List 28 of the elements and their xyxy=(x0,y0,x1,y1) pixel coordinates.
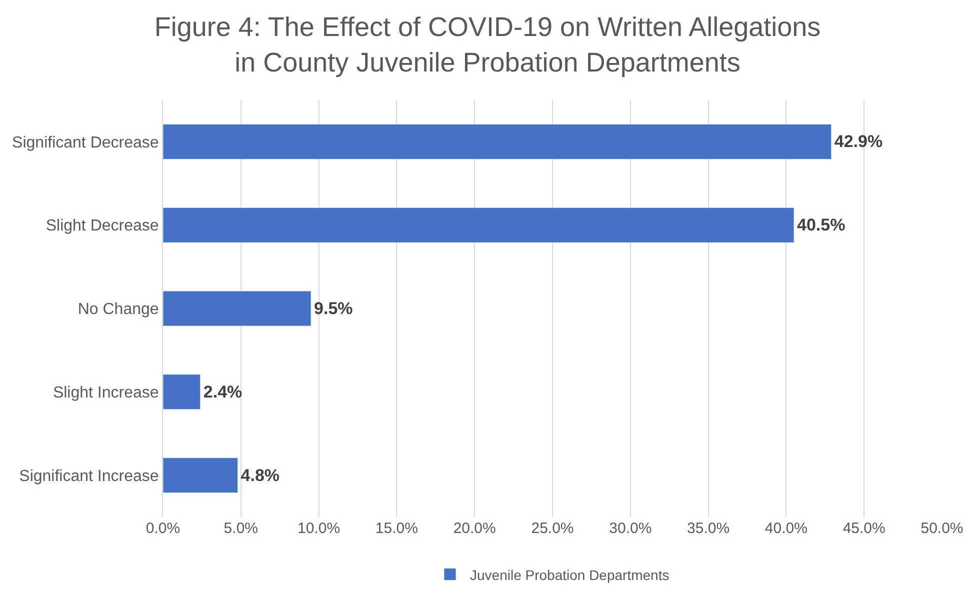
x-tick-label: 30.0% xyxy=(609,520,652,537)
y-tick-label: Significant Increase xyxy=(19,468,159,485)
bar xyxy=(163,290,312,326)
y-tick-label: Slight Increase xyxy=(52,384,159,402)
x-tick-label: 25.0% xyxy=(531,520,574,537)
x-tick-label: 45.0% xyxy=(842,520,886,537)
x-tick-label: 50.0% xyxy=(920,520,964,537)
y-tick-label: Significant Decrease xyxy=(12,134,159,152)
x-tick-label: 35.0% xyxy=(687,520,730,537)
data-label: 40.5% xyxy=(796,216,846,235)
data-label: 4.8% xyxy=(240,466,280,485)
x-tick-label: 20.0% xyxy=(453,520,496,537)
data-label: 2.4% xyxy=(203,382,242,402)
x-tick-label: 10.0% xyxy=(298,520,340,537)
y-tick-label: No Change xyxy=(78,301,159,318)
bar xyxy=(163,458,238,494)
legend-label: Juvenile Probation Departments xyxy=(470,566,670,583)
x-tick-label: 15.0% xyxy=(375,520,418,537)
bar xyxy=(163,207,794,243)
x-tick-label: 40.0% xyxy=(764,520,808,537)
y-tick-label: Slight Decrease xyxy=(46,218,159,235)
data-label: 9.5% xyxy=(314,299,353,318)
x-tick-label: 0.0% xyxy=(146,520,180,537)
bar xyxy=(163,124,832,160)
chart-title: Figure 4: The Effect of COVID-19 on Written Allegations in County Juvenile Probation Departments xyxy=(154,12,821,78)
bar xyxy=(163,374,201,410)
x-tick-label: 5.0% xyxy=(224,520,258,537)
data-label: 42.9% xyxy=(834,132,883,152)
